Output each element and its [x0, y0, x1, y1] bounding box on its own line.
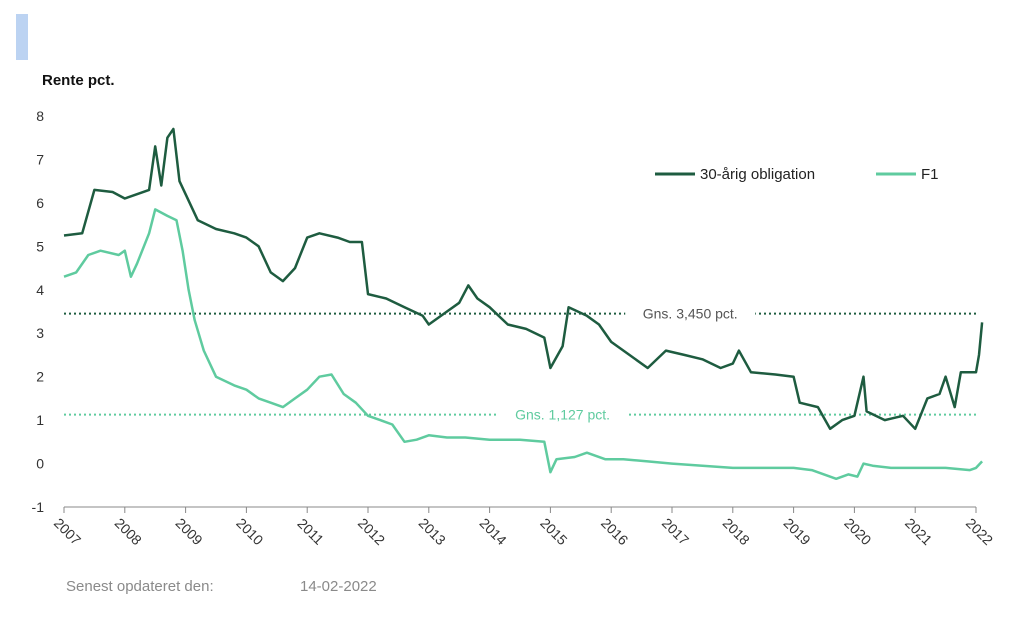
legend-label: F1 — [921, 166, 939, 183]
x-tick-label: 2017 — [659, 515, 692, 548]
y-tick-label: 1 — [36, 412, 44, 428]
y-tick-label: 3 — [36, 325, 44, 341]
x-tick-label: 2007 — [51, 515, 84, 548]
ref-label-avg-f1: Gns. 1,127 pct. — [515, 407, 610, 423]
x-tick-label: 2009 — [172, 515, 205, 548]
x-tick-label: 2014 — [476, 515, 509, 548]
x-tick-label: 2016 — [598, 515, 631, 548]
x-tick-label: 2021 — [902, 515, 935, 548]
x-tick-label: 2013 — [416, 515, 449, 548]
y-axis-label: Rente pct. — [42, 72, 115, 89]
x-tick-label: 2020 — [841, 515, 874, 548]
y-tick-label: 5 — [36, 238, 44, 254]
y-tick-label: 7 — [36, 151, 44, 167]
x-tick-label: 2022 — [963, 515, 996, 548]
x-tick-label: 2019 — [780, 515, 813, 548]
series-line-1 — [63, 208, 984, 481]
x-tick-label: 2011 — [294, 515, 327, 548]
x-tick-label: 2008 — [112, 515, 145, 548]
legend-label: 30-årig obligation — [700, 166, 815, 183]
series-line-0 — [63, 127, 984, 431]
x-tick-label: 2015 — [537, 515, 570, 548]
y-tick-label: -1 — [32, 499, 45, 515]
y-tick-label: 8 — [36, 108, 44, 124]
y-tick-label: 2 — [36, 369, 44, 385]
updated-date: 14-02-2022 — [300, 578, 377, 595]
ref-label-avg-30y: Gns. 3,450 pct. — [643, 306, 738, 322]
y-tick-label: 0 — [36, 456, 44, 472]
ref-label-bg — [497, 402, 628, 425]
accent-bar — [16, 14, 28, 60]
ref-label-bg — [625, 301, 756, 324]
x-tick-label: 2018 — [720, 515, 753, 548]
x-tick-label: 2012 — [355, 515, 388, 548]
y-tick-label: 4 — [36, 282, 44, 298]
y-tick-label: 6 — [36, 195, 44, 211]
updated-label: Senest opdateret den: — [66, 578, 214, 595]
x-tick-label: 2010 — [233, 515, 266, 548]
